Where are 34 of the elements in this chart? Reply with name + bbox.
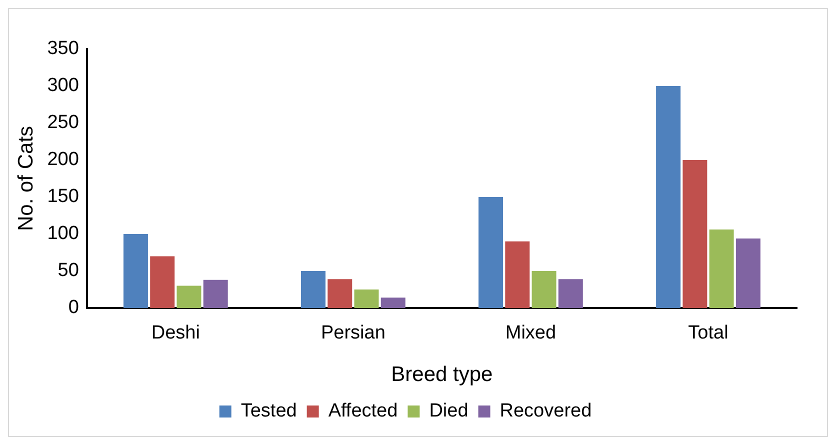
x-tick-label: Deshi — [151, 322, 200, 344]
bar — [328, 279, 352, 308]
y-tick-label: 100 — [47, 223, 79, 244]
bar — [354, 290, 379, 308]
y-tick-label: 0 — [68, 297, 79, 318]
bar — [150, 256, 175, 308]
bar — [176, 286, 202, 308]
legend-label: Affected — [328, 400, 398, 422]
bar — [709, 230, 734, 308]
bar — [736, 238, 760, 308]
legend-label: Tested — [240, 400, 297, 422]
bar — [656, 86, 681, 308]
y-tick-label: 350 — [47, 38, 79, 60]
y-tick-label: 50 — [58, 260, 79, 282]
y-axis-title: No. of Cats — [14, 126, 38, 232]
bar — [380, 298, 406, 308]
x-axis-title: Breed type — [391, 363, 493, 386]
bar — [558, 279, 583, 308]
y-tick-label: 250 — [47, 112, 79, 134]
bar — [123, 234, 148, 308]
legend-label: Recovered — [500, 400, 592, 422]
bar — [478, 197, 504, 308]
bar — [532, 271, 556, 308]
x-tick-label: Total — [688, 322, 728, 344]
y-tick-label: 150 — [47, 186, 79, 208]
y-tick-label: 300 — [47, 75, 79, 96]
legend-label: Died — [429, 400, 468, 422]
bar — [505, 241, 530, 308]
bar — [203, 280, 228, 308]
bar — [300, 271, 326, 308]
x-tick-label: Mixed — [505, 322, 556, 344]
y-tick-label: 200 — [47, 149, 79, 170]
x-tick-label: Persian — [320, 322, 386, 344]
bar — [682, 160, 708, 308]
